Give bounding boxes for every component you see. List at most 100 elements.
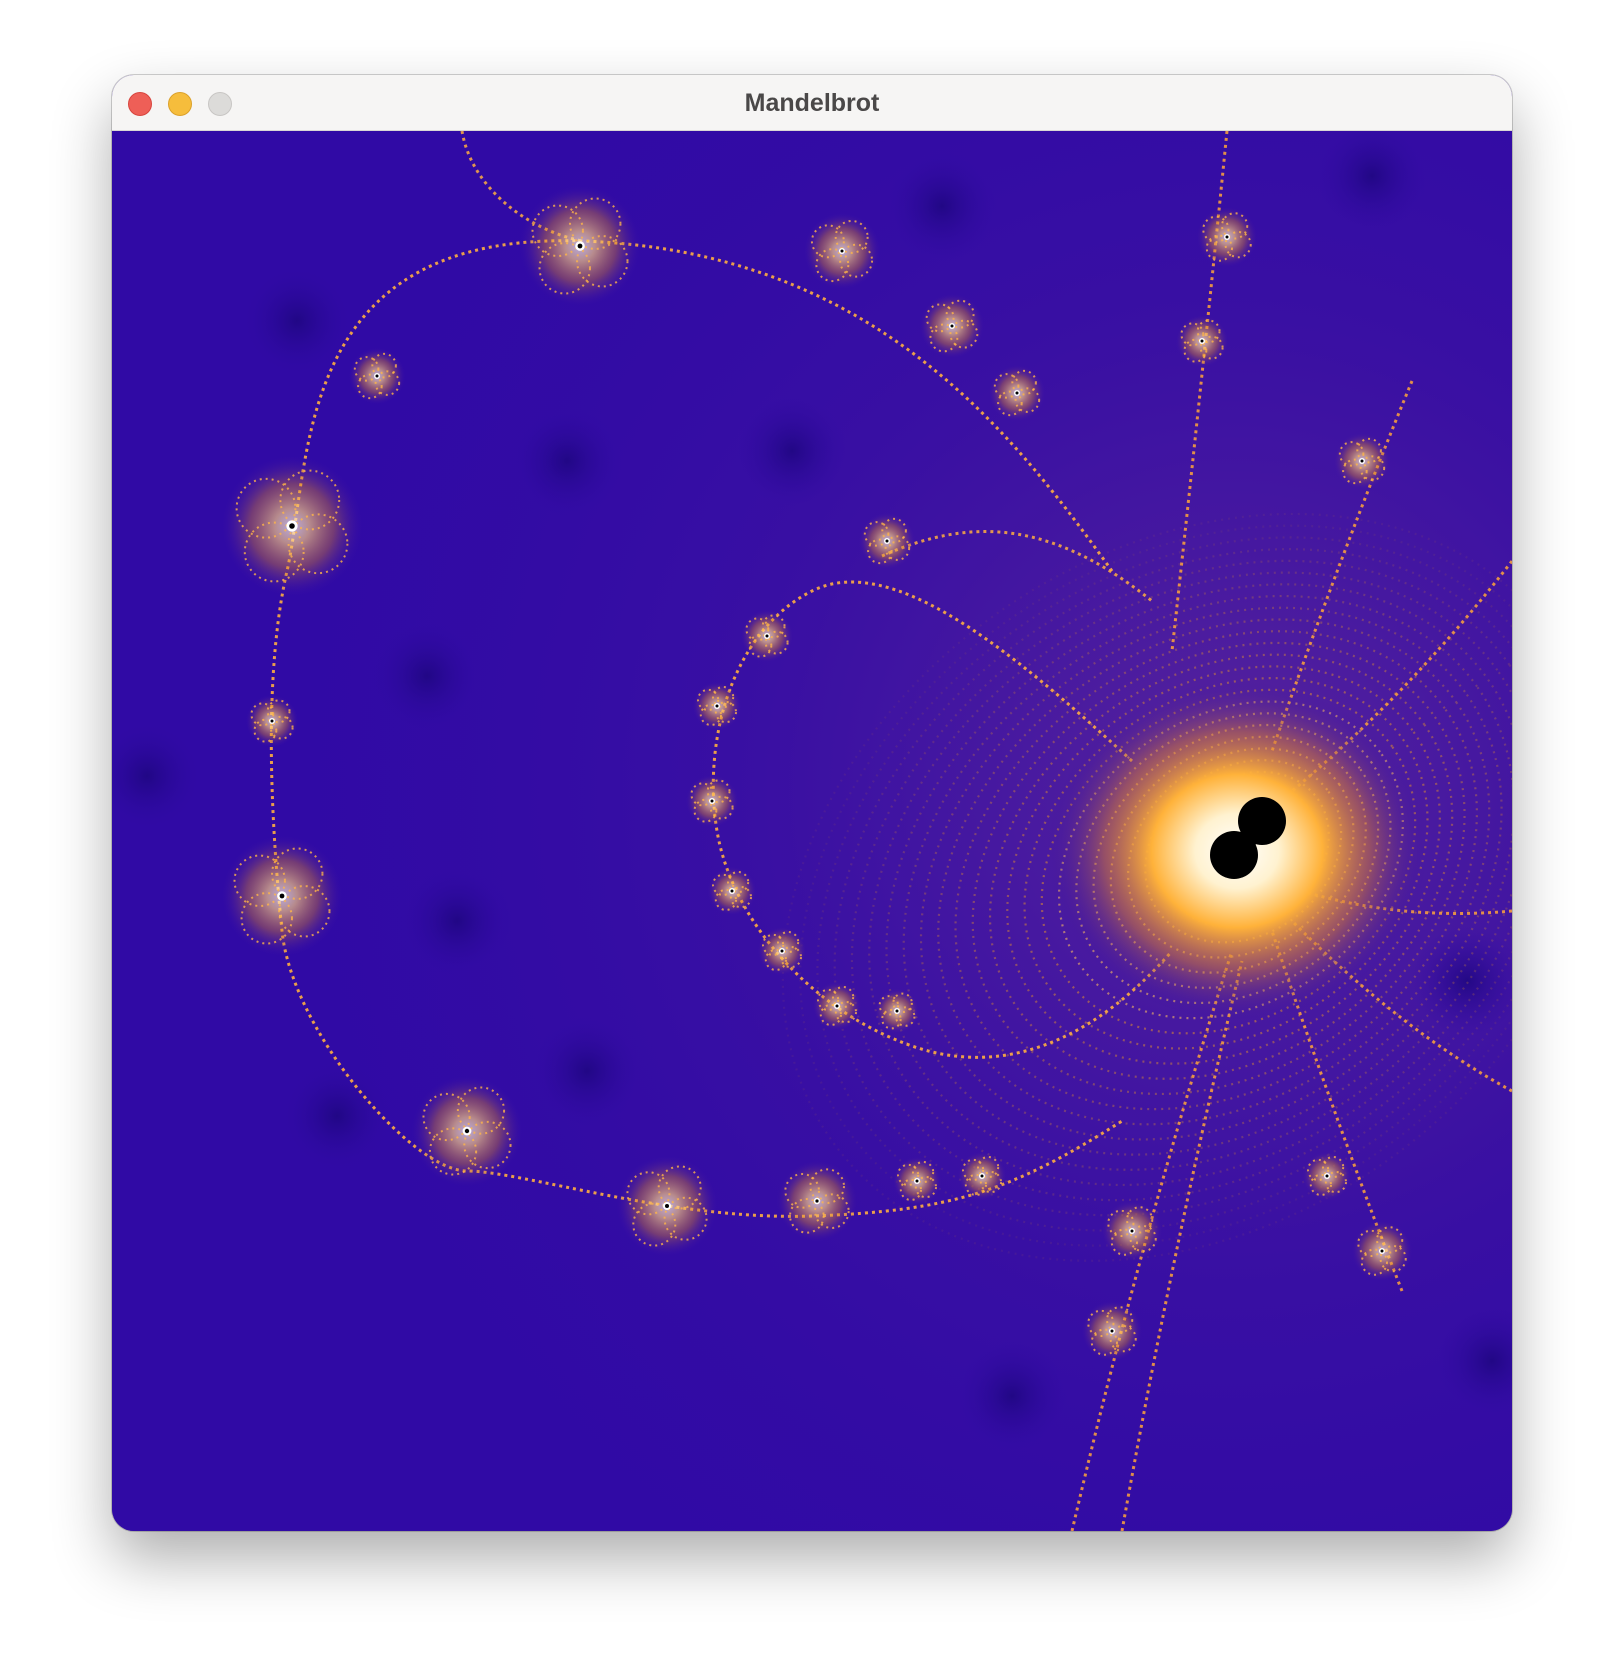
fractal-node-center <box>464 1128 470 1134</box>
fractal-loop <box>693 798 718 823</box>
fractal-loop <box>569 197 622 250</box>
maximize-icon[interactable] <box>208 92 232 116</box>
dark-spot <box>112 721 202 831</box>
fractal-loop <box>714 888 737 911</box>
spiral-ring <box>919 606 1503 1141</box>
fractal-loop <box>1110 1228 1138 1256</box>
fractal-node-center <box>1380 1249 1384 1253</box>
fractal-loop <box>428 1127 478 1176</box>
spiral-arm <box>881 530 1153 603</box>
fractal-node-center <box>895 1009 899 1013</box>
fractal-loop <box>690 782 715 807</box>
fractal-loop <box>762 933 785 956</box>
filament <box>1270 380 1414 752</box>
fractal-loop <box>881 517 907 544</box>
fractal-loop <box>709 795 734 820</box>
fractal-loop <box>626 1171 671 1216</box>
fractal-loop <box>632 1202 677 1247</box>
fractal-loop <box>240 892 293 945</box>
fractal-loop <box>253 718 278 743</box>
fractal-node-center <box>665 1204 669 1208</box>
fractal-loop <box>878 995 900 1016</box>
dark-spot <box>1437 1306 1512 1416</box>
filament <box>1170 131 1229 652</box>
fractal-node-center <box>279 893 285 899</box>
dark-spot <box>372 621 482 731</box>
fractal-node-center <box>1015 391 1019 395</box>
fractal-loop <box>1129 1225 1157 1253</box>
fractal-node-center <box>1360 459 1364 463</box>
fractal-node-center <box>835 1004 839 1008</box>
fractal-loop <box>1224 231 1252 259</box>
fractal-loop <box>899 1178 922 1201</box>
fractal-node-center <box>950 324 954 328</box>
fractal-loop <box>422 1092 471 1142</box>
close-icon[interactable] <box>128 92 152 116</box>
filament <box>1291 560 1512 793</box>
fractal-loop <box>374 370 401 396</box>
fractal-loop <box>777 931 800 954</box>
fractal-node-center <box>730 889 734 893</box>
fractal-loop <box>912 1161 935 1184</box>
fractal-loop <box>287 513 349 575</box>
fractal-loop <box>279 469 341 531</box>
fractal-loop <box>945 299 975 329</box>
fractal-loop <box>1107 1209 1135 1237</box>
fractal-loop <box>1309 1173 1332 1196</box>
fractal-loop <box>1338 441 1365 467</box>
fractal-node-center <box>980 1174 984 1178</box>
fractal-loop <box>764 948 787 971</box>
fractal-loop <box>353 356 380 382</box>
spiral-ring <box>850 559 1512 1202</box>
dark-spot <box>282 1061 392 1171</box>
spiral-ring <box>954 630 1478 1111</box>
fractal-loop <box>764 630 789 655</box>
fractal-loop <box>964 1173 987 1196</box>
fractal-loop <box>881 1008 902 1030</box>
fractal-node-center <box>915 1179 919 1183</box>
fractal-loop <box>278 885 331 938</box>
fractal-loop <box>817 988 840 1011</box>
minimize-icon[interactable] <box>168 92 192 116</box>
fractal-render[interactable] <box>112 131 1512 1531</box>
fractal-loop <box>1205 234 1233 262</box>
fractal-loop <box>1324 1171 1347 1194</box>
fractal-node-center <box>710 799 714 803</box>
fractal-loop <box>979 1171 1002 1194</box>
fractal-loop <box>1109 1325 1137 1353</box>
fractal-loop <box>657 1165 702 1210</box>
spiral-ring <box>937 618 1491 1126</box>
fractal-loop <box>538 242 591 295</box>
fractal-loop <box>663 1196 708 1241</box>
dark-spot <box>242 266 352 376</box>
fractal-loop <box>977 1156 1000 1179</box>
fractal-loop <box>269 715 294 740</box>
fractal-loop <box>1014 387 1041 413</box>
fractal-loop <box>819 1003 842 1026</box>
fractal-loop <box>456 1086 506 1135</box>
fractal-loop <box>1196 319 1221 344</box>
fractal-loop <box>1183 338 1208 363</box>
fractal-loop <box>463 1120 512 1170</box>
fractal-loop <box>1090 1328 1118 1356</box>
title-bar[interactable]: Mandelbrot <box>112 75 1512 131</box>
fractal-loop <box>235 477 297 539</box>
fractal-loop <box>699 703 722 726</box>
fractal-loop <box>727 871 750 894</box>
fractal-node-center <box>885 539 889 543</box>
fractal-loop <box>706 779 731 804</box>
fractal-node-center <box>715 704 719 708</box>
fractal-loop <box>576 235 629 288</box>
mandelbrot-canvas[interactable] <box>112 131 1512 1531</box>
fractal-loop <box>1106 1306 1134 1334</box>
fractal-loop <box>834 219 869 254</box>
dark-spot <box>402 866 512 976</box>
fractal-loop <box>892 992 913 1014</box>
fractal-loop <box>962 1158 985 1181</box>
fractal-node-center <box>1200 339 1204 343</box>
fractal-loop <box>697 688 720 711</box>
fractal-loop <box>233 854 286 907</box>
dark-spot <box>1412 926 1512 1036</box>
fractal-node-center <box>815 1199 819 1203</box>
fractal-loop <box>929 323 959 353</box>
